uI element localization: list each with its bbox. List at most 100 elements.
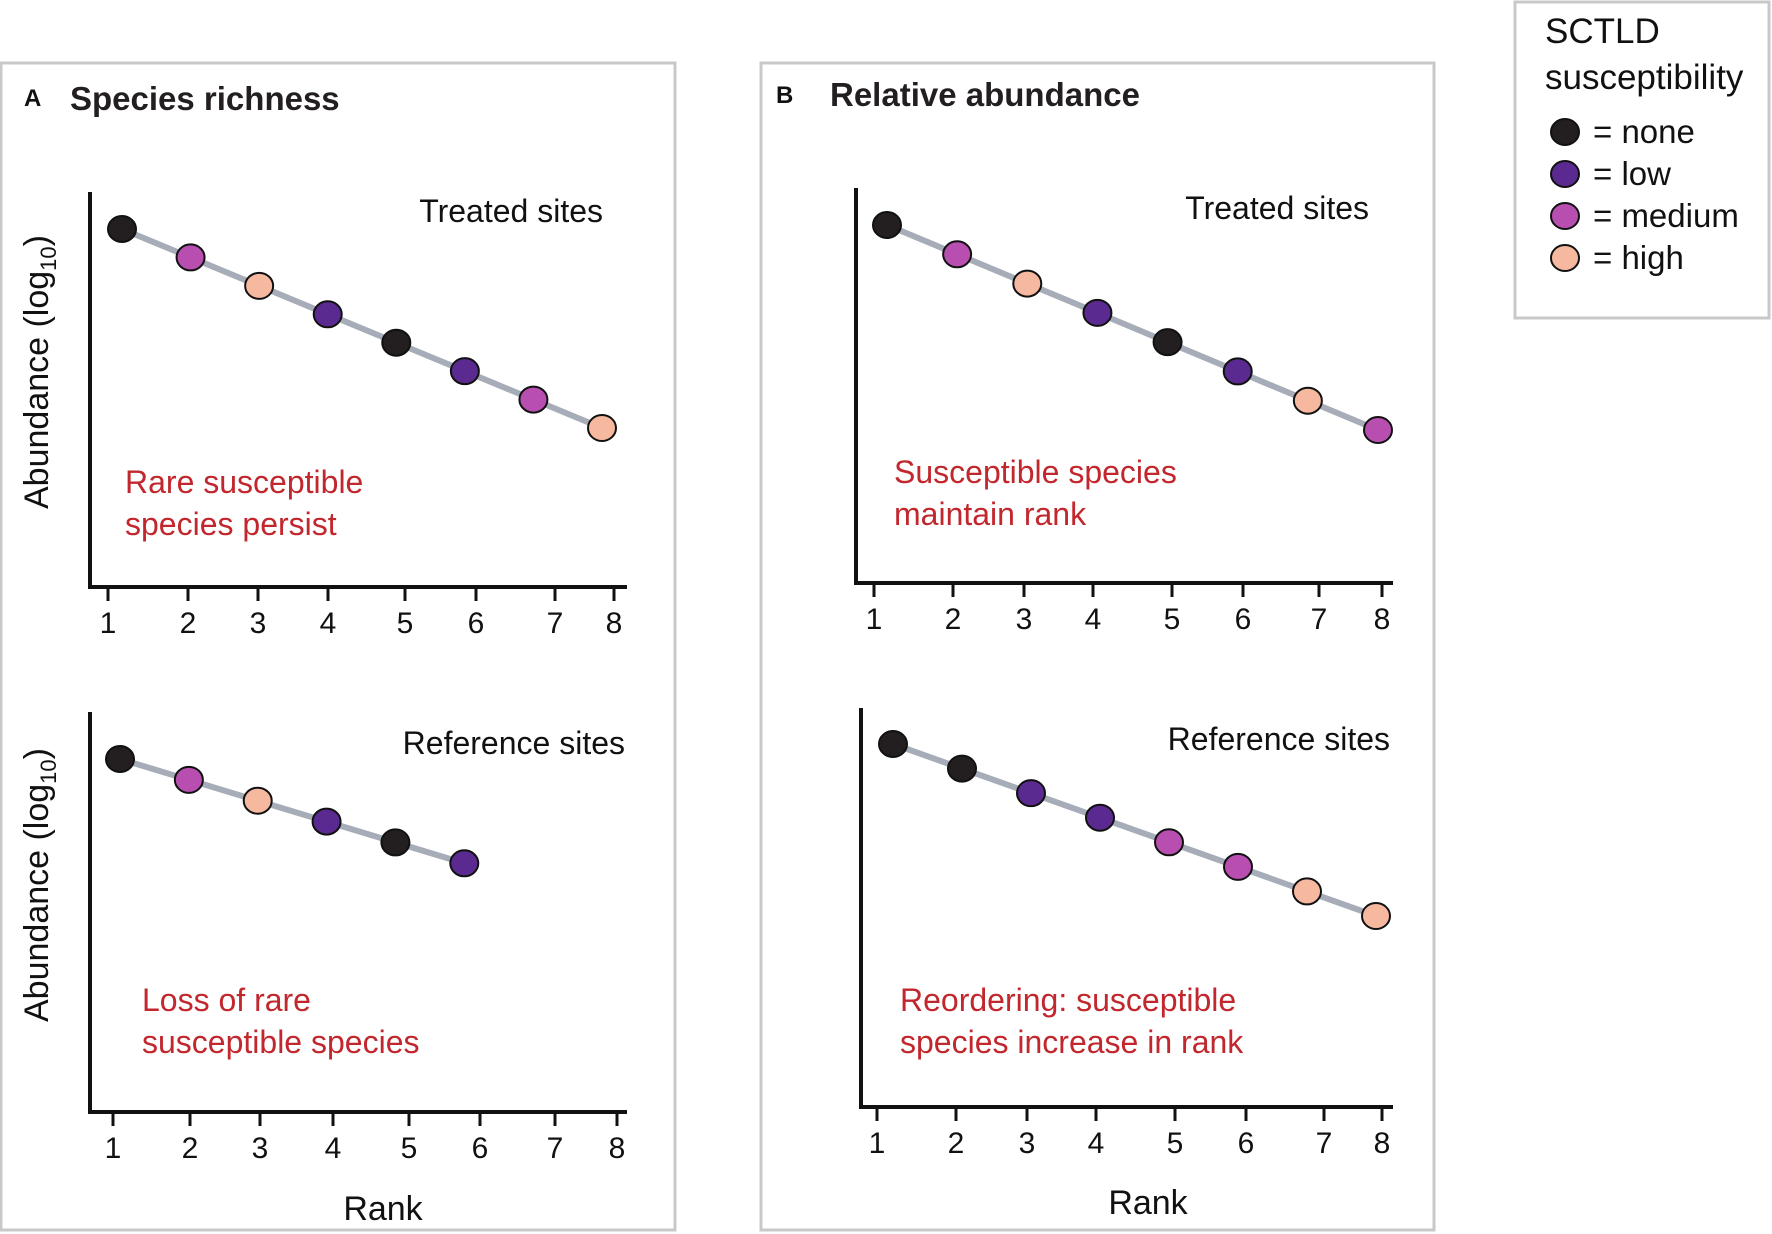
x-tick-label: 8	[1374, 603, 1391, 636]
annotation-line-2: susceptible species	[142, 1024, 419, 1060]
x-tick-label: 7	[547, 1132, 564, 1165]
data-point-rank-4-low	[312, 300, 343, 329]
data-point-rank-8-high	[587, 414, 617, 442]
y-axis-label: Abundance (log10)	[18, 748, 61, 1022]
data-point-rank-4-low	[311, 807, 342, 836]
site-label: Reference sites	[1168, 721, 1390, 757]
panel-b: B Relative abundance	[759, 61, 1436, 1232]
legend-label-low: = low	[1593, 155, 1671, 192]
data-point-rank-1-none	[105, 745, 135, 773]
x-tick-label: 5	[397, 607, 414, 640]
annotation-line-1: Reordering: susceptible	[900, 982, 1236, 1018]
data-point-rank-6-low	[1222, 357, 1253, 386]
panel-b-frame	[759, 61, 1436, 1232]
x-tick-label: 5	[1167, 1127, 1184, 1160]
legend-marker-low	[1550, 160, 1580, 188]
legend-marker-high	[1550, 244, 1580, 272]
panel-b-title: Relative abundance	[830, 76, 1140, 113]
x-tick-label: 4	[325, 1132, 342, 1165]
annotation-line-1: Loss of rare	[142, 982, 311, 1018]
x-tick-label: 3	[1016, 603, 1033, 636]
data-point-rank-6-low	[449, 357, 480, 386]
x-tick-label: 8	[606, 607, 623, 640]
data-point-rank-2-medium	[175, 243, 206, 272]
x-tick-label: 1	[105, 1132, 122, 1165]
x-tick-label: 4	[320, 607, 337, 640]
x-tick-label: 1	[869, 1127, 886, 1160]
x-tick-label: 6	[468, 607, 485, 640]
data-point-rank-2-none	[947, 754, 977, 783]
x-tick-label: 4	[1085, 603, 1102, 636]
data-point-rank-5-none	[381, 328, 412, 357]
annotation-line-2: maintain rank	[894, 496, 1087, 532]
data-point-rank-1-none	[872, 211, 902, 239]
x-tick-label: 2	[182, 1132, 199, 1165]
legend-marker-none	[1550, 118, 1580, 146]
annotation-line-1: Rare susceptible	[125, 464, 363, 500]
x-tick-label: 1	[100, 607, 117, 640]
panel-a: A Species richness	[0, 61, 677, 1232]
x-tick-label: 2	[180, 607, 197, 640]
annotation-line-2: species persist	[125, 506, 337, 542]
x-tick-label: 7	[1316, 1127, 1333, 1160]
data-point-rank-7-high	[1292, 877, 1322, 906]
x-axis-label: Rank	[1108, 1184, 1188, 1222]
data-point-rank-5-none	[380, 828, 411, 857]
data-point-rank-6-medium	[1223, 852, 1253, 881]
data-point-rank-4-low	[1085, 803, 1115, 832]
x-tick-label: 8	[1374, 1127, 1391, 1160]
series-line	[117, 756, 468, 867]
charts: 1 2 3 4 5 6 7 8 Treated sites Rare susceptible spe…	[18, 188, 1393, 1228]
legend-title-line1: SCTLD	[1545, 12, 1660, 51]
data-point-rank-3-high	[242, 786, 273, 815]
x-tick-label: 6	[1238, 1127, 1255, 1160]
x-axis-label: Rank	[343, 1190, 423, 1228]
legend: SCTLD susceptibility = none = low = medium…	[1513, 0, 1771, 320]
panel-a-title: Species richness	[70, 80, 340, 117]
chart-b-reference: 1 2 3 4 5 6 7 8 Reference sites Reordering: susce…	[859, 708, 1393, 1222]
legend-title-line2: susceptibility	[1545, 58, 1744, 97]
x-tick-label: 6	[1235, 603, 1252, 636]
site-label: Reference sites	[403, 725, 625, 761]
data-point-rank-1-none	[878, 730, 908, 758]
data-point-rank-3-low	[1016, 779, 1046, 808]
legend-label-none: = none	[1593, 113, 1695, 150]
data-point-rank-7-high	[1292, 386, 1323, 415]
data-point-rank-7-medium	[518, 385, 549, 414]
legend-marker-medium	[1550, 202, 1580, 230]
legend-items: = none = low = medium = high	[1550, 113, 1739, 276]
site-label: Treated sites	[1185, 190, 1369, 226]
x-tick-label: 3	[252, 1132, 269, 1165]
data-point-rank-8-medium	[1363, 416, 1393, 444]
y-axis-label: Abundance (log10)	[18, 235, 61, 509]
data-point-rank-1-none	[107, 215, 137, 243]
site-label: Treated sites	[419, 193, 603, 229]
x-tick-label: 2	[945, 603, 962, 636]
data-point-rank-6-low	[449, 849, 480, 878]
x-tick-label: 5	[1164, 603, 1181, 636]
data-point-rank-4-low	[1082, 298, 1113, 327]
x-tick-label: 3	[1019, 1127, 1036, 1160]
chart-a-reference: 1 2 3 4 5 6 7 8 Reference sites Loss of rare susce…	[18, 712, 627, 1228]
x-tick-label: 1	[866, 603, 883, 636]
x-tick-label: 8	[609, 1132, 626, 1165]
chart-a-treated: 1 2 3 4 5 6 7 8 Treated sites Rare susceptible spe…	[18, 192, 627, 640]
x-tick-label: 4	[1088, 1127, 1105, 1160]
data-point-rank-8-high	[1361, 902, 1391, 930]
chart-b-treated: 1 2 3 4 5 6 7 8 Treated sites Susceptible species…	[854, 188, 1393, 636]
legend-label-medium: = medium	[1593, 197, 1739, 234]
x-tick-label: 7	[547, 607, 564, 640]
panel-b-letter: B	[776, 82, 793, 109]
data-point-rank-3-high	[244, 271, 275, 300]
data-point-rank-2-medium	[942, 240, 973, 269]
x-tick-label: 7	[1311, 603, 1328, 636]
panel-a-frame	[0, 61, 677, 1232]
data-point-rank-5-none	[1152, 328, 1183, 357]
legend-label-high: = high	[1593, 239, 1684, 276]
data-point-rank-5-medium	[1154, 828, 1184, 857]
data-point-rank-2-medium	[173, 765, 204, 794]
x-tick-label: 3	[250, 607, 267, 640]
data-point-rank-3-high	[1012, 269, 1043, 298]
annotation-line-2: species increase in rank	[900, 1024, 1244, 1060]
